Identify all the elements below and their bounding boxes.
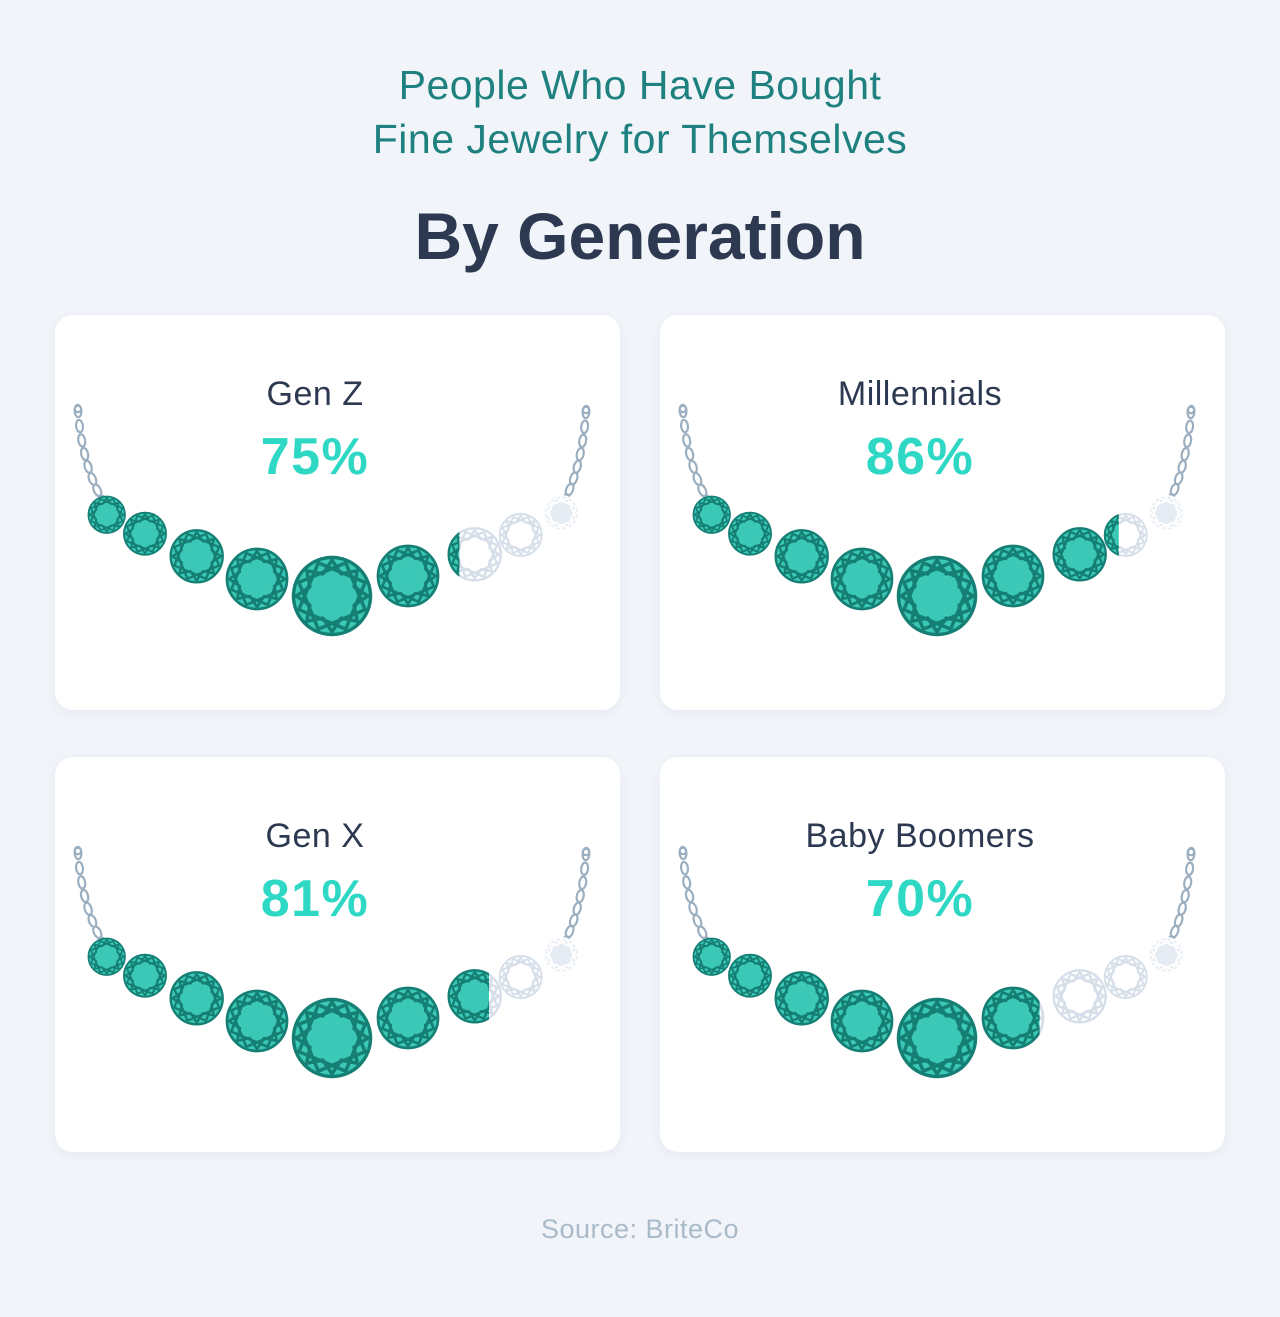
card-percent: 86% [865,428,975,486]
card-gen-z: Gen Z 75% [55,315,620,710]
card-percent: 81% [260,870,370,928]
necklace-illustration [678,403,1196,637]
subtitle-line-2: Fine Jewelry for Themselves [372,116,908,162]
card-text-block: Gen X 81% [55,817,575,925]
card-title: Gen X [265,817,365,855]
subtitle-line-1: People Who Have Bought [398,62,882,108]
card-text-block: Baby Boomers 70% [660,817,1180,925]
card-title: Gen Z [266,375,364,413]
header: People Who Have Bought Fine Jewelry for … [0,0,1280,274]
card-millennials: Millennials 86% [660,315,1225,710]
page-title: By Generation [414,199,866,273]
header-subtitle: People Who Have Bought Fine Jewelry for … [0,58,1280,166]
card-text-block: Millennials 86% [660,375,1180,483]
necklace-illustration [678,845,1196,1079]
card-gen-x: Gen X 81% [55,757,620,1152]
footer: Source: BriteCo [0,1214,1280,1245]
source-label: Source: BriteCo [540,1214,740,1244]
infographic-page: People Who Have Bought Fine Jewelry for … [0,0,1280,1245]
card-title: Baby Boomers [805,817,1035,855]
card-text-block: Gen Z 75% [55,375,575,483]
card-percent: 70% [865,870,975,928]
card-baby-boomers: Baby Boomers 70% [660,757,1225,1152]
cards-grid: Gen Z 75% Millennials 86% Gen X 81% Baby… [0,315,1280,1152]
card-title: Millennials [837,375,1003,413]
card-percent: 75% [260,428,370,486]
necklace-illustration [73,845,591,1079]
necklace-illustration [73,403,591,637]
